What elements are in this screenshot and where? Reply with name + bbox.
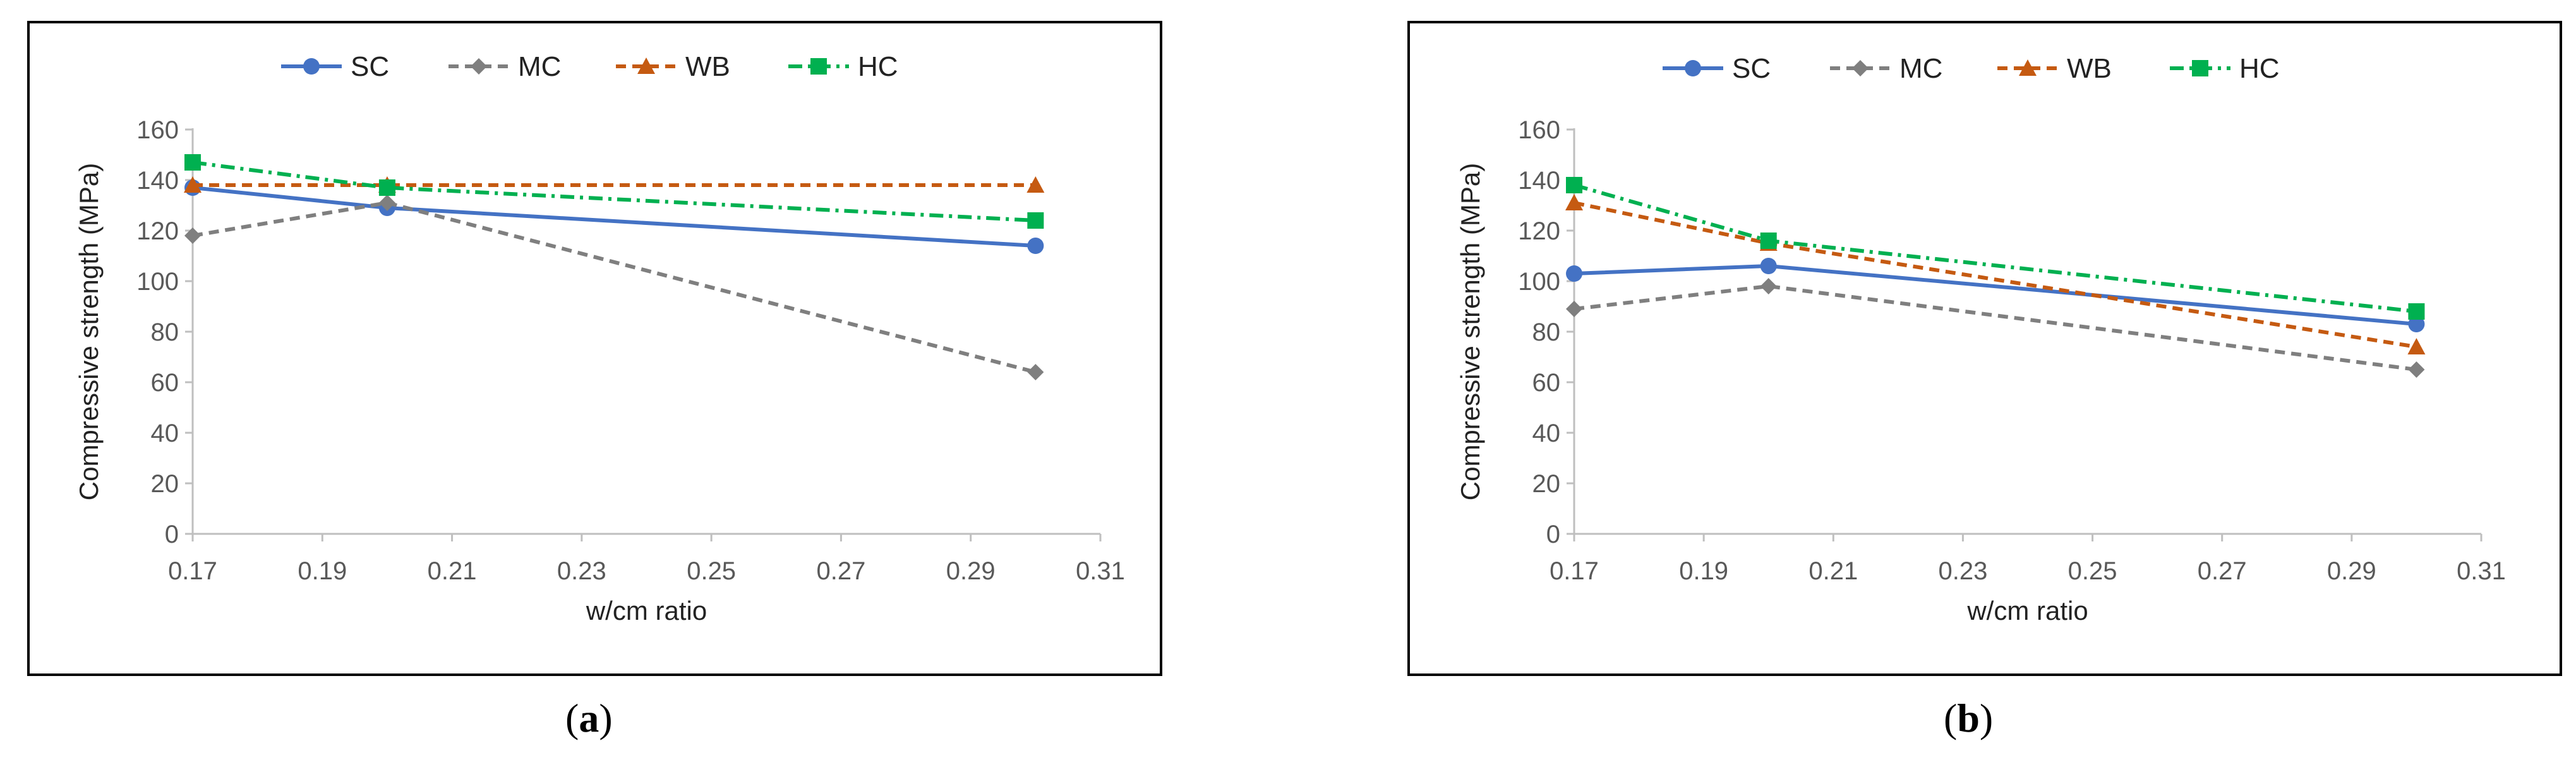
caption-a-label: a [579,696,599,740]
chart-b-y-tick-label: 80 [1532,318,1561,346]
chart-a-x-tick-label: 0.31 [1076,557,1125,585]
chart-b-y-tick-label: 40 [1532,420,1561,447]
chart-b-legend-marker-wb [2019,59,2037,76]
chart-a-series-mc [184,195,1044,380]
chart-b-frame [1407,21,2562,676]
chart-b-point-mc [2408,361,2425,378]
chart-b-legend-label-wb: WB [2067,53,2112,84]
chart-b-y-tick-label: 120 [1518,217,1560,245]
chart-b-point-wb [2407,338,2426,354]
chart-b-legend-marker-sc [1685,60,1701,76]
chart-b-point-hc [2408,303,2425,320]
chart-b-legend-marker-mc [1852,60,1869,76]
chart-b-y-axis-label: Compressive strength (MPa) [1455,163,1485,501]
chart-panel-b: 0 20 40 60 80 100 120 140 160 0.17 0.19 0.21 0.23 0.2… [1407,21,2562,676]
chart-b-y-tick-label: 0 [1546,521,1560,548]
chart-b-x-tick-label: 0.31 [2457,557,2506,585]
chart-b-point-mc [1566,301,1582,317]
chart-b-y-tick-label: 100 [1518,268,1560,296]
chart-b-x-tick-label: 0.21 [1809,557,1858,585]
chart-a-y-tick-label: 80 [151,318,179,346]
chart-a-legend-marker-sc [303,58,320,75]
chart-a-y-tick-label: 60 [151,369,179,397]
chart-b-x-tick-label: 0.17 [1550,557,1599,585]
chart-panel-a: 0 20 40 60 80 100 120 140 160 0.17 0.19 0.21 0.23 0.2… [27,21,1162,676]
chart-a-series-line-hc [192,160,1036,222]
chart-b-x-tick-label: 0.25 [2068,557,2117,585]
chart-a-legend-label-hc: HC [858,51,898,82]
chart-a-point-sc [1027,238,1044,254]
chart-b-x-tick-label: 0.27 [2198,557,2247,585]
chart-b-series-line-mc [1574,284,2417,371]
chart-a-y-tick-label: 40 [151,420,179,447]
chart-a-point-hc [378,179,395,196]
chart-b-series-sc [1566,258,2425,332]
chart-b-x-tick-label: 0.29 [2327,557,2376,585]
chart-b-point-sc [1566,265,1582,282]
chart-a-y-axis-label: Compressive strength (MPa) [74,163,104,501]
chart-a-y-tick-label: 140 [136,167,179,195]
chart-a-legend-label-sc: SC [351,51,389,82]
caption-a: (a) [565,696,613,740]
chart-b-point-sc [1760,258,1777,274]
chart-b-x-tick-label: 0.23 [1938,557,1987,585]
chart-b-point-sc [2408,316,2425,332]
chart-a-legend: SC MC WB HC [281,51,898,82]
chart-b-y-tick-label: 160 [1518,116,1560,144]
chart-a-legend-label-wb: WB [685,51,730,82]
chart-b-y-tick-label: 60 [1532,369,1561,397]
chart-a-y-tick-label: 20 [151,470,179,498]
chart-a-y-tick-label: 100 [136,268,179,296]
chart-a-x-tick-label: 0.23 [557,557,606,585]
chart-a-legend-marker-mc [471,58,487,75]
chart-a-point-wb [1026,176,1045,193]
chart-a-frame [27,21,1162,676]
caption-b: (b) [1944,696,1994,740]
chart-a-legend-marker-wb [637,57,655,74]
chart-b-series-mc [1566,278,2425,378]
chart-a-y-tick-label: 120 [136,217,179,245]
chart-a-point-hc [184,154,201,171]
chart-a-x-tick-label: 0.25 [687,557,736,585]
chart-a-x-tick-label: 0.17 [168,557,217,585]
chart-a-point-mc [184,227,201,244]
chart-b-legend-label-mc: MC [1899,53,1942,84]
chart-b-point-hc [1566,177,1582,193]
chart-a-x-axis-label: w/cm ratio [586,596,707,625]
chart-a-x-tick-label: 0.29 [946,557,996,585]
chart-b-legend: SC MC WB HC [1663,53,2280,84]
caption-b-label: b [1957,696,1980,740]
chart-a-point-wb [184,176,202,193]
chart-a-x-tick-label: 0.27 [816,557,865,585]
chart-a-series-hc [184,154,1044,229]
chart-b-x-axis-label: w/cm ratio [1966,596,2088,625]
chart-a-x-tick-label: 0.19 [298,557,347,585]
chart-b-legend-marker-hc [2192,60,2208,76]
chart-a-x-tick-label: 0.21 [428,557,477,585]
chart-b-x-tick-label: 0.19 [1679,557,1728,585]
chart-a-point-hc [1027,212,1044,229]
chart-b-y-tick-label: 140 [1518,167,1560,195]
chart-a-y-tick-label: 160 [136,116,179,144]
chart-a-y-tick-label: 0 [165,521,179,548]
chart-b-legend-label-hc: HC [2239,53,2280,84]
chart-a-point-mc [378,195,395,211]
chart-a-point-mc [1027,364,1044,380]
chart-a-legend-marker-hc [810,58,827,75]
chart-b-y-tick-label: 20 [1532,470,1561,498]
chart-b-point-mc [1760,278,1777,294]
chart-a-legend-label-mc: MC [518,51,561,82]
chart-b-legend-label-sc: SC [1732,53,1771,84]
chart-b-point-hc [1760,233,1777,249]
chart-b-series-hc [1566,177,2425,320]
chart-b-point-wb [1565,194,1583,210]
